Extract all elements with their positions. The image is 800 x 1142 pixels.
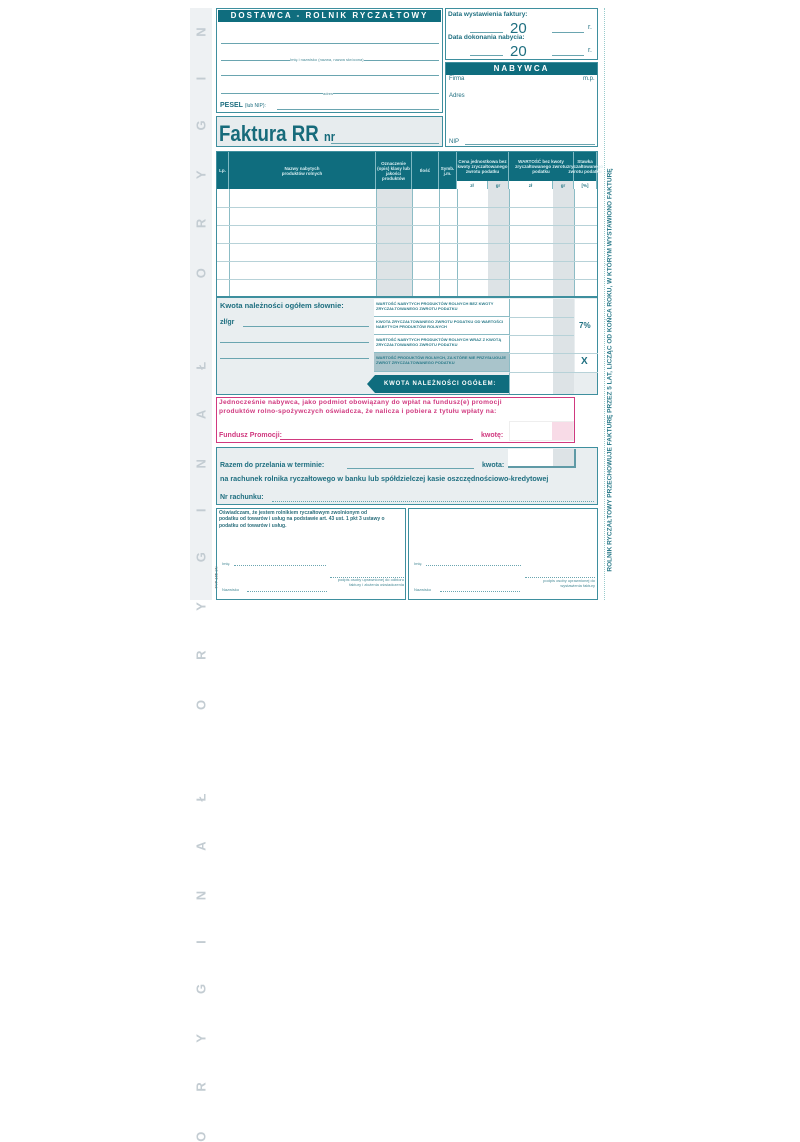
transfer-label: Razem do przelania w terminie: [220,462,325,469]
fund-box [216,397,575,443]
buyer-nip-input[interactable] [465,144,595,145]
purchase-date-field[interactable]: 20 r. [470,43,595,60]
pesel-input[interactable] [277,109,439,110]
buyer-box [445,62,598,147]
sub-price-gr: gr [488,181,509,189]
invoice-title: Faktura RR nr [219,121,336,146]
issue-date-label: Data wystawienia faktury: [448,11,528,18]
buyer-address-label: Adres [449,93,465,99]
table-row[interactable] [217,261,597,262]
buyer-nip-label: NIP [449,139,460,145]
amount-words-line-2[interactable] [220,342,369,343]
buyer-title: NABYWCA [446,63,597,75]
total-label: KWOTA NALEŻNOŚCI OGÓŁEM: [367,375,509,393]
left-watermark: ORYGINAŁ ORYGINAŁ ORYGINAŁ ORYGINAŁ [193,0,209,1142]
buyer-mp-label: m.p. [583,76,595,82]
invoice-number-input[interactable] [331,143,439,144]
supplier-address-line-1[interactable] [221,75,439,76]
col-class: Oznaczenie (opis) klasy lub jakości prod… [376,152,412,189]
zlgr-label: zł/gr [220,319,235,326]
col-value-gr-shade [553,189,574,296]
supplier-title: DOSTAWCA - ROLNIK RYCZAŁTOWY [218,10,441,22]
buyer-firma-label: Firma [449,76,465,82]
sub-value-zl: zł [509,181,553,189]
table-row[interactable] [217,225,597,226]
table-row[interactable] [217,279,597,280]
rate-cell [575,299,597,353]
col-name: Nazwy nabytych produktów rolnych [229,152,376,189]
transfer-amount-input[interactable] [508,449,576,468]
table-row[interactable] [217,243,597,244]
col-lp: Lp. [217,152,229,189]
summary-row-gross: WARTOŚĆ NABYTYCH PRODUKTÓW ROLNYCH WRAZ … [374,335,509,353]
supplier-name-hint: Imię i nazwisko (nazwa, nazwa skrócona) [290,57,364,62]
left-signature-line[interactable] [330,577,404,578]
right-note: ROLNIK RYCZAŁTOWY PRZECHOWUJE FAKTURĘ PR… [606,168,614,572]
col-price-gr-shade [488,189,509,296]
right-perforation [604,8,605,600]
right-nazwisko-input[interactable] [440,591,520,592]
supplier-box [216,8,443,113]
sub-rate-pct: [%] [574,181,597,189]
fund-amount-label: kwotę: [481,432,504,439]
right-signature-hint: podpis osoby uprawnionej do wystawienia … [543,578,595,588]
fund-text: Jednocześnie nabywca, jako podmiot obowi… [219,399,502,415]
right-signature-line[interactable] [525,577,595,578]
fund-label: Fundusz Promocji: [219,432,282,439]
left-nazwisko-input[interactable] [247,591,327,592]
col-value: WARTOŚĆ bez kwoty zryczałtowanego zwrotu… [509,152,574,181]
x-mark-cell [575,354,597,372]
account-number-input[interactable] [272,501,594,502]
right-imie-input[interactable] [426,565,521,566]
transfer-bank-text: na rachunek rolnika ryczałtowego w banku… [220,474,549,483]
col-class-shade [376,189,412,296]
right-nazwisko-label: Nazwisko [414,587,432,592]
summary-gr-shade [553,299,574,394]
sub-value-gr: gr [553,181,574,189]
x-mark: X [581,356,588,367]
col-price: Cena jednostkowa bez kwoty zryczałtowane… [457,152,509,181]
table-row[interactable] [217,207,597,208]
summary-row-norefund: WARTOŚĆ PRODUKTÓW ROLNYCH, ZA KTÓRE NIE … [374,353,509,372]
supplier-name-line-1[interactable] [221,43,439,44]
transfer-date-input[interactable] [347,468,474,469]
left-imie-label: Imię [222,561,230,566]
fund-amount-input[interactable] [509,421,574,441]
left-imie-input[interactable] [234,565,326,566]
supplier-address-hint: adres [323,91,334,96]
fund-name-input[interactable] [280,439,473,440]
left-watermark-strip [190,8,212,600]
left-signature-hint: podpis osoby uprawnionej do odbioru fakt… [337,577,404,587]
right-imie-label: Imię [414,561,422,566]
summary-row-net: WARTOŚĆ NABYTYCH PRODUKTÓW ROLNYCH BEZ K… [374,299,509,317]
col-qty: Ilość [412,152,439,189]
declaration-text: Oświadczam, że jestem rolnikiem ryczałto… [219,510,385,529]
amount-words-line-3[interactable] [220,358,369,359]
col-rate: Stawka zryczałtowanego zwrotu podatku [567,152,603,181]
amount-words-label: Kwota należności ogółem słownie: [220,301,344,310]
amount-words-line-1[interactable] [243,326,369,327]
rate-value: 7% [579,321,591,330]
transfer-amount-label: kwota: [482,462,505,469]
issue-date-field[interactable]: 20 r. [470,20,595,37]
account-label: Nr rachunku: [220,494,264,501]
left-nazwisko-label: Nazwisko [222,587,240,592]
pesel-label: PESEL (lub NIP): [220,102,266,109]
sub-price-zl: zł [457,181,488,189]
dates-box [445,8,598,60]
summary-row-refund: KWOTA ZRYCZAŁTOWANEGO ZWROTU PODATKU OD … [374,317,509,335]
purchase-date-label: Data dokonania nabycia: [448,34,525,41]
invoice-title-box [216,116,443,147]
col-unit: Symb. j.m. [439,152,457,189]
items-table [216,151,598,297]
